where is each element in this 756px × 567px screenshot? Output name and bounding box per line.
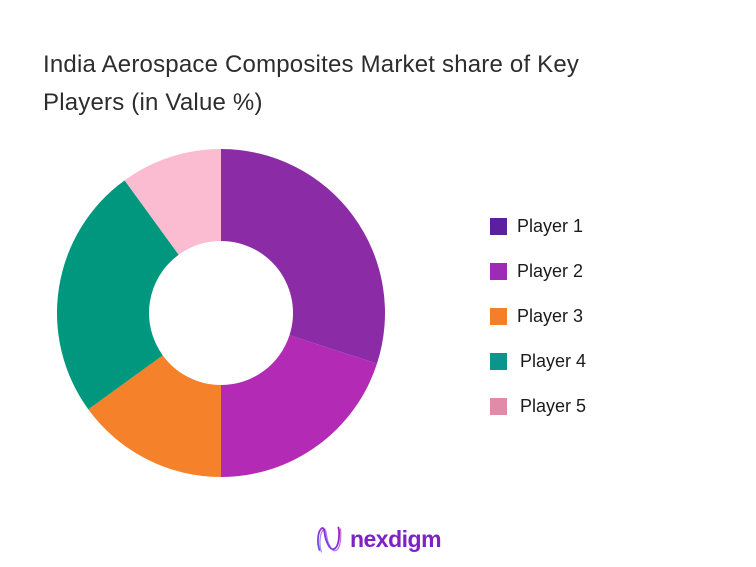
- brand-footer: nexdigm: [315, 519, 442, 559]
- legend-item-player-2: Player 2: [490, 260, 586, 281]
- legend-swatch: [490, 397, 507, 415]
- legend-label: Player 1: [517, 215, 584, 236]
- donut-slice-player-5: [124, 149, 221, 255]
- legend-label: Player 3: [517, 305, 584, 326]
- donut-slice-player-3: [88, 355, 221, 477]
- donut-chart-area: [56, 148, 386, 478]
- legend-label: Player 5: [520, 395, 587, 416]
- legend-swatch: [490, 217, 507, 235]
- donut-slice-player-2: [221, 335, 377, 477]
- legend-label: Player 4: [520, 350, 587, 371]
- chart-legend: Player 1 Player 2 Player 3 Player 4 Play…: [490, 215, 587, 442]
- legend-item-player-4: Player 4: [490, 350, 587, 371]
- legend-swatch: [490, 352, 507, 370]
- legend-swatch: [490, 307, 507, 325]
- legend-swatch: [490, 262, 507, 280]
- legend-item-player-3: Player 3: [490, 305, 586, 326]
- donut-slice-player-1: [221, 149, 385, 364]
- legend-label: Player 2: [517, 260, 584, 281]
- brand-name: nexdigm: [349, 525, 442, 552]
- donut-slice-player-4: [56, 180, 179, 410]
- chart-title: India Aerospace Composites Market share …: [43, 51, 580, 116]
- nexdigm-wave-n-icon: [317, 526, 342, 553]
- legend-item-player-1: Player 1: [490, 215, 586, 236]
- donut-chart: [56, 149, 385, 477]
- legend-item-player-5: Player 5: [490, 395, 587, 416]
